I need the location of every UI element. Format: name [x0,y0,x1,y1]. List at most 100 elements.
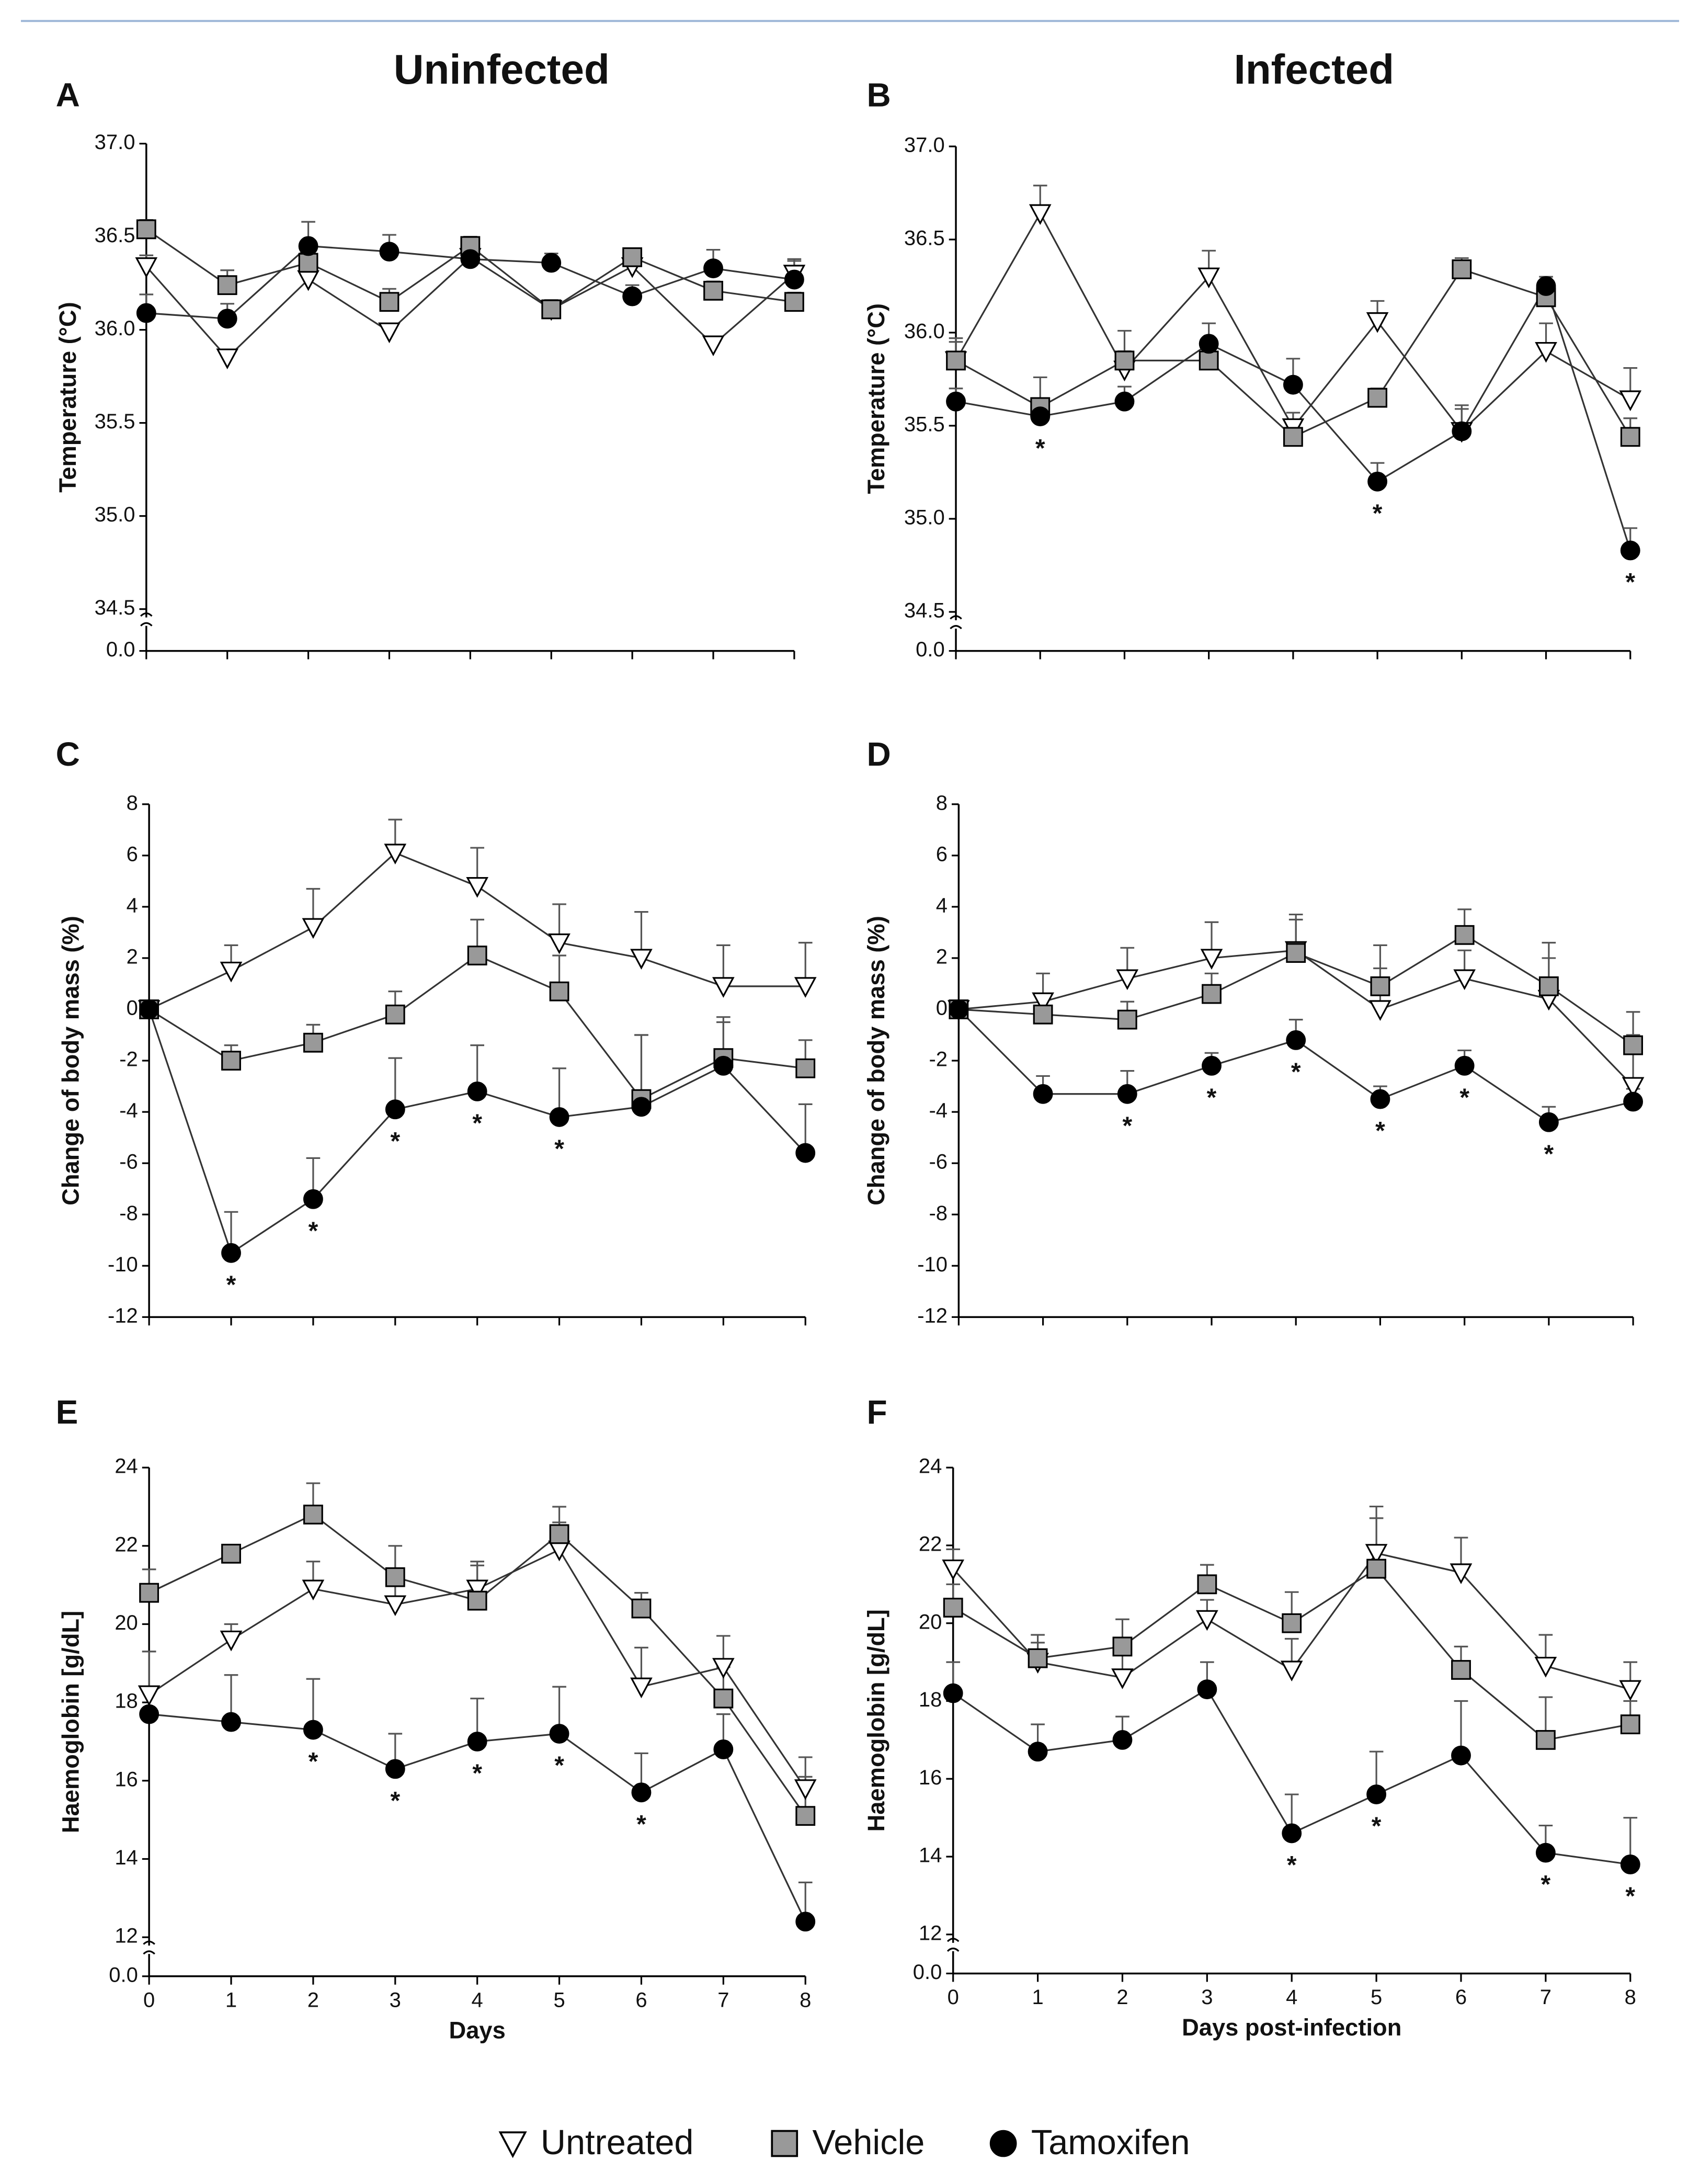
marker-untreated [466,1579,489,1601]
y-tick-label: -6 [929,1151,948,1174]
x-tick-label: 6 [635,1988,647,2011]
y-tick-label: 14 [919,1844,942,1867]
marker-tamoxifen [541,253,562,273]
y-axis-label: Haemoglobin [g/dL] [58,1611,84,1833]
y-tick-label: 22 [919,1532,942,1555]
y-tick-label: 35.0 [904,506,945,529]
y-axis-label: Change of body mass (%) [863,916,889,1205]
y-tick-label: 36.5 [904,227,945,250]
marker-tamoxifen [1620,1855,1640,1874]
legend-marker [771,2130,798,2157]
y-tick-label: 8 [936,791,948,814]
y-tick-label: 6 [936,843,948,866]
marker-tamoxifen [1451,1745,1471,1766]
panel: D -12 -10 -8 -6 -4 -2 0 2 4 6 8 Change of body mass … [863,735,1645,1327]
x-tick-label: 3 [1201,1986,1213,2009]
panel-letter: D [866,735,891,773]
x-tick-label: 8 [1625,1986,1636,2009]
marker-tamoxifen [217,309,237,329]
marker-vehicle [303,1505,323,1525]
x-tick-label: 2 [1116,1986,1128,2009]
y-tick-label: 18 [919,1688,942,1711]
marker-tamoxifen [1620,540,1640,561]
x-tick-label: 0 [948,1986,959,2009]
significance-mark: * [1541,1871,1551,1898]
y-tick-label: 2 [936,945,948,968]
marker-tamoxifen [784,269,804,290]
marker-tamoxifen [631,1097,652,1117]
panel-letter: E [56,1393,78,1431]
marker-vehicle [1114,350,1135,371]
x-tick-label: 7 [1540,1986,1551,2009]
marker-tamoxifen [139,999,159,1019]
marker-vehicle [631,1598,652,1619]
y-tick-label: 37.0 [904,134,945,157]
significance-mark: * [472,1110,482,1138]
marker-untreated [466,877,489,898]
marker-vehicle [1370,976,1390,996]
marker-vehicle [1282,1613,1302,1633]
marker-untreated [384,1595,407,1617]
x-tick-label: 4 [472,1988,483,2011]
marker-vehicle [549,981,569,1002]
column-title: Uninfected [394,46,610,93]
marker-tamoxifen [1452,421,1472,441]
y-tick-label: 12 [115,1925,138,1948]
marker-vehicle [1283,427,1303,447]
marker-vehicle [1535,1730,1556,1750]
marker-tamoxifen [385,1759,405,1779]
marker-tamoxifen [1286,1030,1306,1050]
panel-letter: B [866,76,891,114]
marker-vehicle [139,1583,159,1603]
y-tick-label: 37.0 [95,131,135,154]
legend-label: Untreated [541,2123,694,2162]
marker-untreated [1280,1660,1303,1682]
panel-letter: C [56,735,80,773]
marker-vehicle [1028,1648,1048,1668]
marker-untreated [216,348,239,370]
marker-vehicle [1620,1714,1640,1735]
y-tick-label: -2 [929,1048,948,1071]
y-tick-label: -8 [119,1202,138,1225]
significance-mark: * [1035,435,1045,462]
marker-tamoxifen [1199,334,1219,354]
marker-untreated [135,257,158,278]
y-tick-label: -12 [108,1304,138,1327]
marker-tamoxifen [1030,406,1051,427]
y-tick-label: 4 [936,894,948,917]
marker-untreated [220,1630,243,1652]
marker-tamoxifen [1370,1089,1390,1109]
significance-mark: * [1122,1112,1132,1140]
significance-mark: * [1287,1851,1297,1879]
significance-mark: * [226,1271,236,1299]
marker-vehicle [303,1032,323,1053]
x-tick-label: 0 [143,1988,155,2011]
y-tick-label: 0.0 [913,1961,942,1984]
x-axis-label: Days [449,2017,506,2043]
marker-vehicle [1117,1009,1137,1030]
y-tick-label: -10 [917,1253,948,1276]
marker-vehicle [385,1004,405,1025]
marker-tamoxifen [631,1782,652,1803]
y-tick-label: 36.0 [95,317,135,340]
marker-untreated [302,1579,325,1601]
marker-tamoxifen [946,391,966,412]
x-tick-label: 1 [1032,1986,1043,2009]
marker-untreated [1196,1610,1218,1631]
marker-untreated [1534,1656,1557,1678]
x-tick-label: 7 [717,1988,729,2011]
marker-tamoxifen [622,286,643,306]
y-tick-label: 0.0 [109,1963,138,1986]
marker-vehicle [1202,984,1222,1004]
y-axis-label: Haemoglobin [g/dL] [863,1609,889,1832]
significance-mark: * [1459,1084,1469,1111]
significance-mark: * [1291,1058,1301,1086]
marker-tamoxifen [1283,374,1303,395]
marker-tamoxifen [795,1143,816,1163]
legend-marker [498,2131,527,2158]
panel: B 34.5 35.0 35.5 36.0 36.5 37.0 0.0 Temperature … [863,76,1642,661]
marker-tamoxifen [1117,1084,1137,1104]
significance-mark: * [1544,1140,1554,1168]
axis-break [950,615,962,630]
marker-tamoxifen [713,1739,734,1759]
